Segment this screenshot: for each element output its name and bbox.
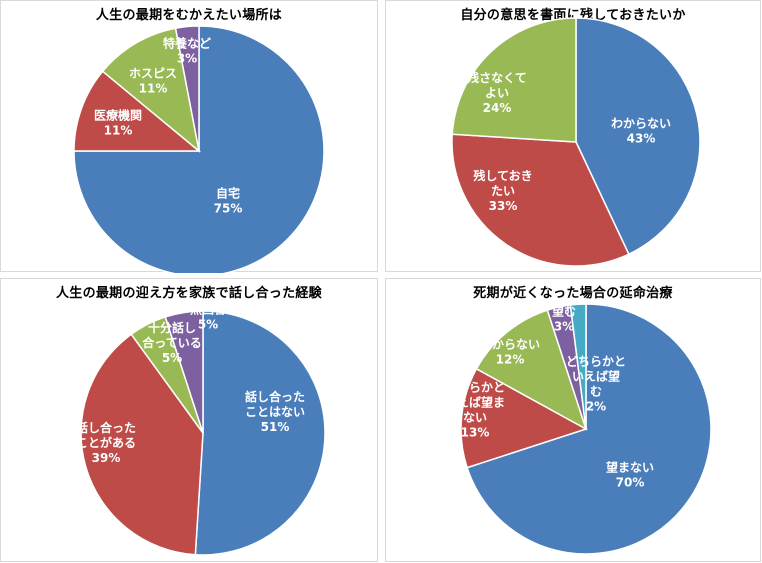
- slice-label: 51%: [261, 420, 290, 434]
- slice-label: ない: [463, 411, 487, 425]
- pie-svg: 話し合ったことはない51%話し合ったことがある39%十分話し合っている5%無回答…: [76, 302, 326, 556]
- slice-label: 11%: [104, 124, 133, 138]
- slice-label: 33%: [489, 199, 518, 213]
- slice-label: 残しておき: [473, 168, 532, 183]
- slice-label: 自宅: [216, 186, 240, 201]
- slice-label: いえば望ま: [445, 395, 505, 410]
- pie-slice: [80, 333, 204, 556]
- slice-label: 望む: [552, 304, 576, 319]
- slice-label: ことがある: [76, 435, 136, 450]
- pie-chart-life-prolonging-treatment: 死期が近くなった場合の延命治療 望まない 70% どちらかと いえば望ま ない 13% わか…: [385, 278, 761, 562]
- slice-label: 無回答: [190, 302, 227, 317]
- pie-slice: [451, 17, 577, 143]
- slice-label: 望まない: [606, 460, 654, 475]
- pie-slice: [569, 303, 587, 430]
- pie-chart-place-of-death: 人生の最期をむかえたい場所は 自宅 75% 医療機関 11% ホスピス 11% 特養など 3%: [0, 0, 378, 273]
- pie-slice: [164, 310, 204, 434]
- slice-label: 43%: [627, 132, 656, 146]
- slice-label: ことはない: [245, 405, 305, 419]
- pie-slice: [101, 27, 201, 153]
- pie-slice: [194, 310, 326, 556]
- chart-title: 人生の最期をむかえたい場所は: [95, 8, 283, 23]
- slice-label: どちらかと: [445, 381, 505, 395]
- slice-label: 3%: [554, 320, 574, 334]
- pie-slice: [475, 309, 588, 431]
- slice-label: ホスピス: [129, 67, 177, 81]
- pie-svg: 望まない70%どちらかといえば望まない13%わからない12%望む3%どちらかとい…: [445, 303, 712, 555]
- slice-label: 5%: [198, 318, 218, 332]
- slice-label: 3%: [177, 52, 197, 66]
- pie-slice: [73, 25, 325, 273]
- slice-label: 11%: [139, 82, 168, 96]
- slice-label: どちらかと: [566, 355, 626, 369]
- pie-chart-written-wishes: 自分の意思を書面に残しておきたいか わからない 43% 残しておき たい 33% 残さなく…: [385, 0, 761, 272]
- slice-label: いえば望: [572, 369, 620, 384]
- slice-label: 13%: [461, 426, 490, 440]
- pie-chart-family-discussion: 人生の最期の迎え方を家族で話し合った経験 話し合った ことはない 51% 話し合ったこ…: [0, 278, 378, 562]
- slice-label: 5%: [162, 351, 182, 365]
- pie-slice: [73, 70, 202, 152]
- pie-slice: [460, 367, 588, 469]
- chart-title: 死期が近くなった場合の延命治療: [473, 286, 673, 301]
- pie-slice: [451, 133, 630, 267]
- slice-label: 合っている: [142, 335, 201, 350]
- slice-label: 話し合った: [76, 420, 136, 435]
- slice-label: 12%: [496, 353, 525, 367]
- slice-label: 39%: [92, 451, 121, 465]
- slice-label: む: [590, 385, 602, 399]
- chart-title: 自分の意思を書面に残しておきたいか: [460, 8, 686, 23]
- slice-label: 2%: [586, 400, 606, 414]
- chart-title: 人生の最期の迎え方を家族で話し合った経験: [55, 286, 322, 301]
- slice-label: わからない: [611, 117, 671, 131]
- slice-label: 70%: [616, 476, 645, 490]
- slice-label: わからない: [480, 338, 540, 352]
- pie-slice: [466, 303, 712, 555]
- slice-label: 75%: [214, 202, 243, 216]
- slice-label: 残さなくて: [467, 70, 527, 85]
- slice-label: 十分話し: [148, 320, 196, 335]
- slice-label: たい: [491, 184, 515, 198]
- slice-label: 特養など: [163, 36, 211, 51]
- pie-slice: [174, 25, 200, 152]
- pie-slice: [575, 17, 701, 256]
- slice-label: 医療機関: [94, 108, 142, 123]
- slice-label: よい: [485, 86, 509, 100]
- slice-label: 話し合った: [245, 389, 305, 404]
- slice-label: 24%: [483, 101, 512, 115]
